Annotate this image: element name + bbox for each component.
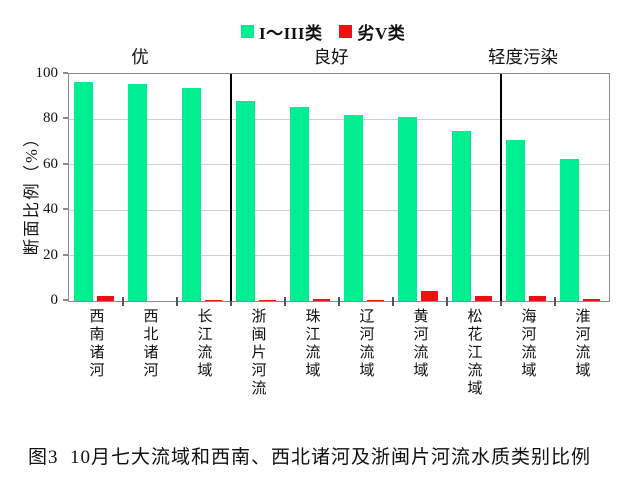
y-tick-label: 40 [43, 201, 58, 218]
red-bar [97, 296, 114, 301]
x-tick-mark [500, 297, 502, 306]
red-bar [205, 299, 222, 301]
y-tick-mark [63, 253, 68, 256]
y-tick-label: 80 [43, 110, 58, 127]
x-category-label: 淮河流域 [573, 308, 590, 380]
gridline [69, 209, 609, 211]
green-bar [182, 87, 201, 301]
y-tick-label: 60 [43, 155, 58, 172]
x-category-label: 松花江流域 [465, 308, 482, 398]
bar-group [501, 74, 555, 301]
red-bar [259, 299, 276, 301]
x-axis-labels: 西南诸河 西北诸河 长江流域 浙闽片河流 珠江流域 辽河流域 黄河流域 松花江流域 海河流域 淮河… [68, 308, 608, 433]
y-tick-mark [63, 208, 68, 211]
y-tick-label: 20 [43, 246, 58, 263]
y-tick-mark [63, 117, 68, 120]
x-category-label: 辽河流域 [357, 308, 374, 380]
legend-swatch-green [241, 25, 254, 38]
bar-group [339, 74, 393, 301]
y-tick-label: 0 [50, 292, 59, 308]
x-category-label: 浙闽片河流 [249, 308, 266, 398]
y-axis: 0 20 40 60 80 100 [20, 65, 68, 308]
legend-item-class-i-iii: I～III类 [241, 19, 322, 44]
green-bar [560, 159, 579, 301]
x-tick-mark [230, 297, 232, 306]
x-category-label: 西北诸河 [141, 308, 158, 380]
x-category-label: 长江流域 [195, 308, 212, 380]
section-label: 轻度污染 [488, 47, 558, 67]
y-tick-label: 100 [35, 65, 59, 81]
bar-group [555, 74, 609, 301]
legend: I～III类 劣V类 [241, 19, 405, 44]
green-bar [236, 101, 255, 301]
y-tick-mark [63, 299, 68, 301]
gridline [69, 164, 609, 166]
gridline [69, 118, 609, 120]
bar-group [231, 74, 285, 301]
x-category-label: 珠江流域 [303, 308, 320, 380]
gridline [69, 255, 609, 257]
red-bar [583, 298, 600, 301]
red-bar [475, 296, 492, 301]
y-tick-mark [63, 162, 68, 165]
x-tick-mark [122, 297, 124, 306]
x-tick-mark [338, 297, 340, 306]
bar-group [393, 74, 447, 301]
x-category-label: 黄河流域 [411, 308, 428, 380]
legend-label-class-i-iii: I～III类 [259, 24, 323, 43]
section-divider [230, 74, 232, 301]
legend-swatch-red [339, 25, 353, 38]
green-bar [74, 81, 93, 301]
green-bar [128, 84, 147, 301]
legend-label-worse-than-v: 劣V类 [357, 24, 406, 43]
bar-group [123, 74, 177, 301]
green-bar [452, 130, 471, 301]
plot-area [68, 73, 610, 306]
green-bar [398, 117, 417, 301]
bar-group [177, 74, 231, 301]
green-bar [506, 139, 525, 301]
section-label: 良好 [313, 47, 349, 67]
green-bar [290, 106, 309, 301]
red-bar [421, 290, 438, 301]
bar-group [285, 74, 339, 301]
red-bar [529, 296, 546, 301]
x-category-label: 西南诸河 [87, 308, 104, 380]
figure-caption: 图3 10月七大流域和西南、西北诸河及浙闽片河流水质类别比例 [28, 447, 592, 468]
red-bar [367, 299, 384, 301]
section-label: 优 [131, 47, 149, 67]
x-tick-mark [392, 297, 394, 306]
x-category-label: 海河流域 [519, 308, 536, 380]
red-bar [313, 298, 330, 301]
bar-group [69, 74, 123, 301]
section-divider [500, 74, 502, 301]
x-tick-mark [446, 297, 448, 306]
bar-group [447, 74, 501, 301]
x-tick-mark [554, 297, 556, 306]
legend-item-worse-than-v: 劣V类 [339, 19, 405, 44]
green-bar [344, 114, 363, 301]
x-tick-mark [176, 297, 178, 306]
x-tick-mark [284, 297, 286, 306]
y-tick-mark [63, 72, 68, 74]
